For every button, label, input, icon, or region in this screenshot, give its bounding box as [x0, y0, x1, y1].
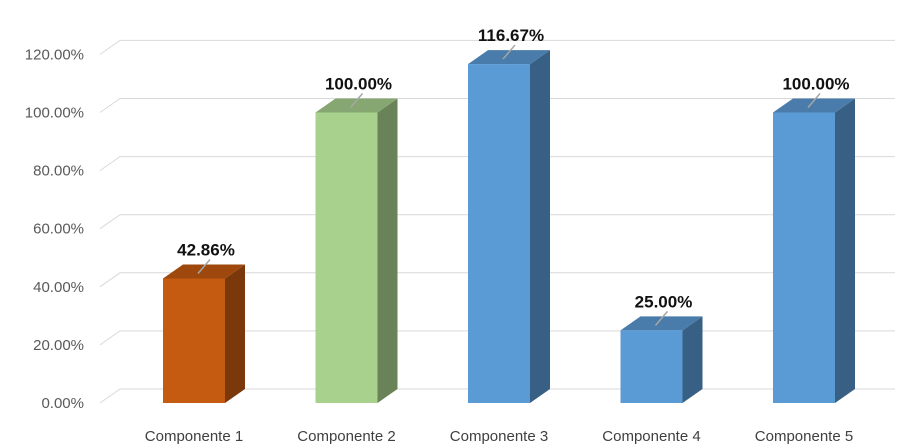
bar-side [530, 50, 550, 404]
bar-front [773, 112, 835, 403]
y-tick-label: 60.00% [33, 221, 84, 238]
y-tick-label: 100.00% [25, 105, 84, 122]
bar [468, 50, 550, 404]
bar [620, 316, 703, 403]
bar-side [835, 98, 855, 403]
category-label: Componente 1 [145, 428, 243, 445]
gridline [99, 98, 895, 113]
y-axis-tick-labels: 0.00% 20.00% 40.00% 60.00% 80.00% 100.00% 120.… [25, 46, 84, 412]
gridlines [99, 39, 895, 404]
data-label: 25.00% [635, 292, 693, 311]
y-tick-label: 80.00% [33, 163, 84, 180]
bar [163, 264, 245, 403]
gridline [99, 272, 895, 288]
category-label: Componente 4 [602, 428, 700, 445]
data-label: 100.00% [325, 75, 392, 94]
gridline [99, 214, 895, 230]
bar-top [620, 316, 703, 331]
bar-front [163, 278, 225, 403]
gridline [99, 39, 895, 55]
x-axis-category-labels: Componente 1 Componente 2 Componente 3 Comp… [145, 428, 853, 445]
category-label: Componente 5 [755, 428, 853, 445]
data-label: 116.67% [478, 26, 544, 45]
data-labels: 42.86% 100.00% 116.67% 25.00% 100.00% [177, 26, 850, 326]
bar-top [315, 98, 398, 113]
bars [163, 50, 855, 404]
data-label: 100.00% [782, 75, 849, 94]
data-label-leader [502, 44, 516, 60]
data-label-leader [807, 93, 821, 108]
bar-front [315, 112, 378, 403]
category-label: Componente 2 [297, 428, 395, 445]
data-label: 42.86% [177, 240, 235, 259]
bar-side [225, 264, 245, 403]
bar [315, 98, 398, 403]
data-label-leader [349, 93, 364, 108]
y-tick-label: 20.00% [33, 337, 84, 354]
y-tick-label: 40.00% [33, 279, 84, 296]
bar-side [377, 98, 398, 403]
bar-front [620, 330, 683, 403]
data-label-leader [654, 310, 669, 326]
y-tick-label: 120.00% [25, 46, 84, 63]
bar-top [468, 50, 550, 65]
category-label: Componente 3 [450, 428, 548, 445]
gridline [99, 156, 895, 172]
bar-side [682, 316, 703, 403]
bar [773, 98, 855, 403]
y-tick-label: 0.00% [41, 395, 84, 412]
bar-top [163, 264, 245, 279]
bar-top [773, 98, 855, 113]
bar-front [468, 64, 530, 404]
data-label-leader [197, 259, 211, 274]
